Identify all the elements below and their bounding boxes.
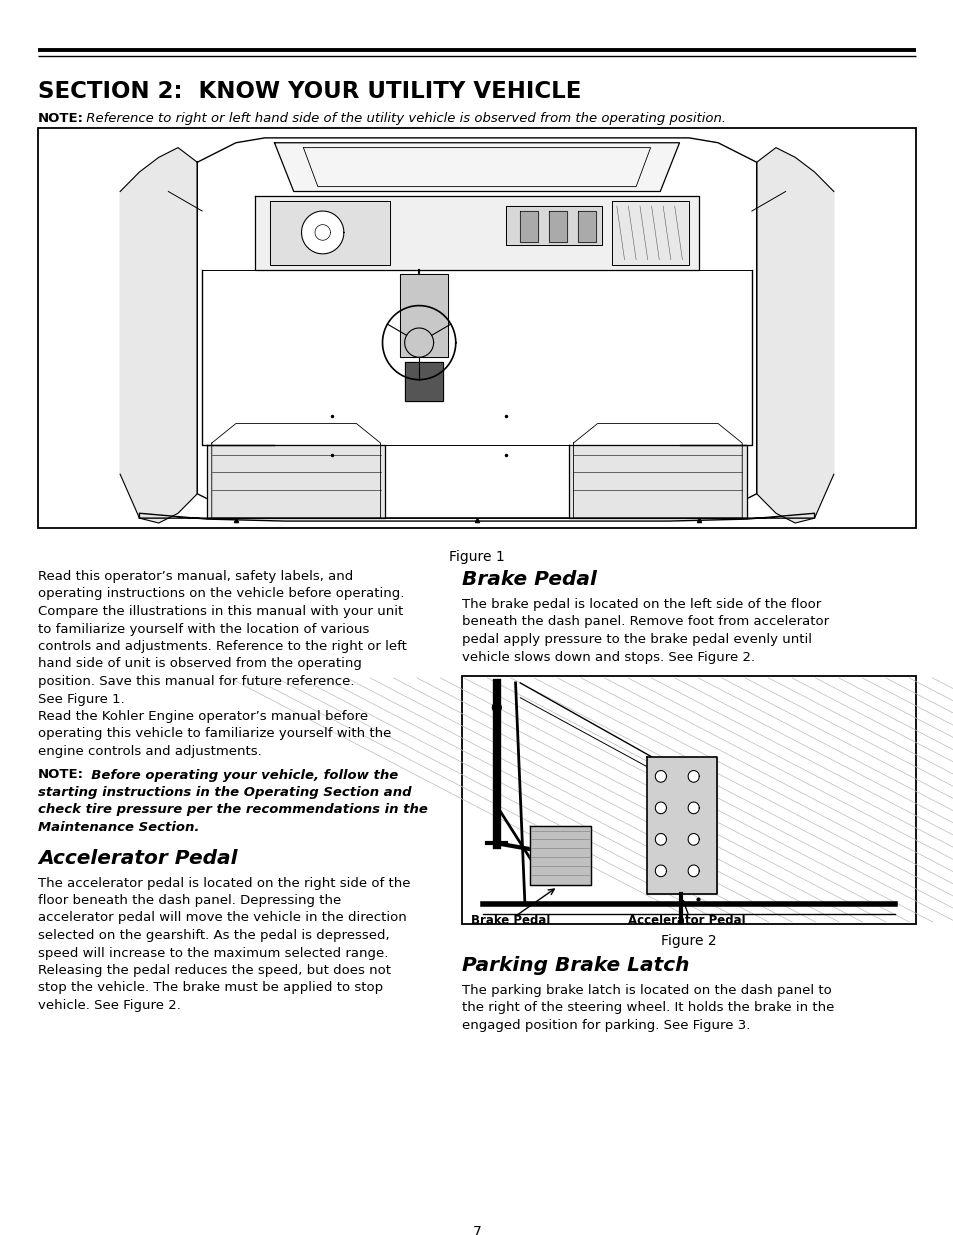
Text: starting instructions in the Operating Section and: starting instructions in the Operating S… <box>38 785 411 799</box>
Text: beneath the dash panel. Remove foot from accelerator: beneath the dash panel. Remove foot from… <box>461 615 828 629</box>
Text: Brake Pedal: Brake Pedal <box>461 571 597 589</box>
Text: engine controls and adjustments.: engine controls and adjustments. <box>38 745 261 758</box>
Polygon shape <box>254 196 699 269</box>
Text: Figure 2: Figure 2 <box>660 934 716 948</box>
Polygon shape <box>505 206 601 245</box>
Text: position. Save this manual for future reference.: position. Save this manual for future re… <box>38 676 355 688</box>
Text: Compare the illustrations in this manual with your unit: Compare the illustrations in this manual… <box>38 605 403 618</box>
Text: SECTION 2:  KNOW YOUR UTILITY VEHICLE: SECTION 2: KNOW YOUR UTILITY VEHICLE <box>38 80 580 103</box>
Text: floor beneath the dash panel. Depressing the: floor beneath the dash panel. Depressing… <box>38 894 341 906</box>
Text: vehicle slows down and stops. See Figure 2.: vehicle slows down and stops. See Figure… <box>461 651 755 663</box>
Polygon shape <box>404 362 443 401</box>
Polygon shape <box>687 771 699 782</box>
Text: to familiarize yourself with the location of various: to familiarize yourself with the locatio… <box>38 622 369 636</box>
Polygon shape <box>207 445 385 519</box>
Text: Releasing the pedal reduces the speed, but does not: Releasing the pedal reduces the speed, b… <box>38 965 391 977</box>
Text: Maintenance Section.: Maintenance Section. <box>38 821 199 834</box>
Polygon shape <box>301 211 343 254</box>
Text: See Figure 1.: See Figure 1. <box>38 693 125 705</box>
Text: selected on the gearshift. As the pedal is depressed,: selected on the gearshift. As the pedal … <box>38 929 389 942</box>
Polygon shape <box>274 143 679 191</box>
Polygon shape <box>655 834 666 845</box>
Text: Before operating your vehicle, follow the: Before operating your vehicle, follow th… <box>82 768 397 782</box>
Polygon shape <box>655 802 666 814</box>
Polygon shape <box>529 825 590 884</box>
Text: Reference to right or left hand side of the utility vehicle is observed from the: Reference to right or left hand side of … <box>82 112 725 125</box>
Polygon shape <box>687 802 699 814</box>
Polygon shape <box>655 771 666 782</box>
Polygon shape <box>270 201 390 264</box>
Bar <box>461 676 915 924</box>
Text: 7: 7 <box>472 1225 481 1235</box>
Text: Parking Brake Latch: Parking Brake Latch <box>461 956 689 974</box>
Text: operating this vehicle to familiarize yourself with the: operating this vehicle to familiarize yo… <box>38 727 391 741</box>
Text: hand side of unit is observed from the operating: hand side of unit is observed from the o… <box>38 657 361 671</box>
Polygon shape <box>687 864 699 877</box>
Bar <box>549 211 566 242</box>
Text: stop the vehicle. The brake must be applied to stop: stop the vehicle. The brake must be appl… <box>38 982 383 994</box>
Bar <box>38 128 915 529</box>
Polygon shape <box>568 445 746 519</box>
Text: operating instructions on the vehicle before operating.: operating instructions on the vehicle be… <box>38 588 404 600</box>
Text: Accelerator Pedal: Accelerator Pedal <box>627 914 745 927</box>
Text: the right of the steering wheel. It holds the brake in the: the right of the steering wheel. It hold… <box>461 1002 834 1014</box>
Polygon shape <box>399 274 448 357</box>
Text: NOTE:: NOTE: <box>38 112 84 125</box>
Polygon shape <box>120 148 197 522</box>
Text: engaged position for parking. See Figure 3.: engaged position for parking. See Figure… <box>461 1019 750 1032</box>
Text: The parking brake latch is located on the dash panel to: The parking brake latch is located on th… <box>461 984 831 997</box>
Polygon shape <box>687 834 699 845</box>
Text: check tire pressure per the recommendations in the: check tire pressure per the recommendati… <box>38 804 428 816</box>
Text: Brake Pedal: Brake Pedal <box>471 914 550 927</box>
Text: speed will increase to the maximum selected range.: speed will increase to the maximum selec… <box>38 946 388 960</box>
Polygon shape <box>612 201 688 264</box>
Text: vehicle. See Figure 2.: vehicle. See Figure 2. <box>38 999 181 1011</box>
Bar <box>578 211 595 242</box>
Text: Figure 1: Figure 1 <box>449 550 504 564</box>
Text: pedal apply pressure to the brake pedal evenly until: pedal apply pressure to the brake pedal … <box>461 634 811 646</box>
Text: NOTE:: NOTE: <box>38 768 84 782</box>
Polygon shape <box>655 864 666 877</box>
Polygon shape <box>492 703 500 713</box>
Text: Read the Kohler Engine operator’s manual before: Read the Kohler Engine operator’s manual… <box>38 710 368 722</box>
Text: accelerator pedal will move the vehicle in the direction: accelerator pedal will move the vehicle … <box>38 911 406 925</box>
Text: Accelerator Pedal: Accelerator Pedal <box>38 848 237 867</box>
Text: The accelerator pedal is located on the right side of the: The accelerator pedal is located on the … <box>38 877 410 889</box>
Text: Read this operator’s manual, safety labels, and: Read this operator’s manual, safety labe… <box>38 571 353 583</box>
Bar <box>519 211 537 242</box>
Text: The brake pedal is located on the left side of the floor: The brake pedal is located on the left s… <box>461 598 821 611</box>
Polygon shape <box>646 757 717 894</box>
Polygon shape <box>756 148 833 522</box>
Text: controls and adjustments. Reference to the right or left: controls and adjustments. Reference to t… <box>38 640 406 653</box>
